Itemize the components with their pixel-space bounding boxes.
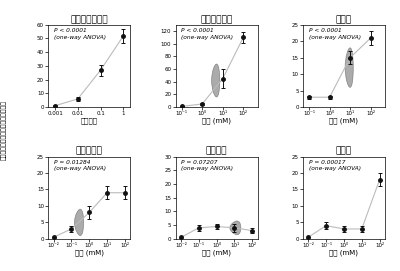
X-axis label: 濃度 (mM): 濃度 (mM)	[202, 249, 231, 256]
Ellipse shape	[345, 48, 353, 87]
Title: シネフリン: シネフリン	[76, 147, 103, 156]
X-axis label: 濃度 (mM): 濃度 (mM)	[202, 118, 231, 124]
Title: プロリン: プロリン	[206, 147, 227, 156]
X-axis label: 希釈倍率: 希釈倍率	[81, 118, 98, 124]
Ellipse shape	[230, 221, 241, 235]
Text: P < 0.0001
(one-way ANOVA): P < 0.0001 (one-way ANOVA)	[308, 28, 360, 40]
Title: コリン: コリン	[336, 147, 352, 156]
Title: ミカン葉抽出物: ミカン葉抽出物	[70, 15, 108, 24]
Text: P = 0.00017
(one-way ANOVA): P = 0.00017 (one-way ANOVA)	[308, 160, 360, 171]
Text: P = 0.07207
(one-way ANOVA): P = 0.07207 (one-way ANOVA)	[181, 160, 233, 171]
X-axis label: 濃度 (mM): 濃度 (mM)	[330, 249, 358, 256]
X-axis label: 濃度 (mM): 濃度 (mM)	[75, 249, 104, 256]
Text: P = 0.01284
(one-way ANOVA): P = 0.01284 (one-way ANOVA)	[54, 160, 106, 171]
Title: スタキドリン: スタキドリン	[200, 15, 233, 24]
Title: キナ酸: キナ酸	[336, 15, 352, 24]
Ellipse shape	[212, 64, 220, 97]
Text: スパイク数（記録開始から２秒間）: スパイク数（記録開始から２秒間）	[1, 100, 7, 160]
Text: P < 0.0001
(one-way ANOVA): P < 0.0001 (one-way ANOVA)	[181, 28, 233, 40]
X-axis label: 濃度 (mM): 濃度 (mM)	[330, 118, 358, 124]
Text: P < 0.0001
(one-way ANOVA): P < 0.0001 (one-way ANOVA)	[54, 28, 106, 40]
Ellipse shape	[74, 209, 84, 235]
